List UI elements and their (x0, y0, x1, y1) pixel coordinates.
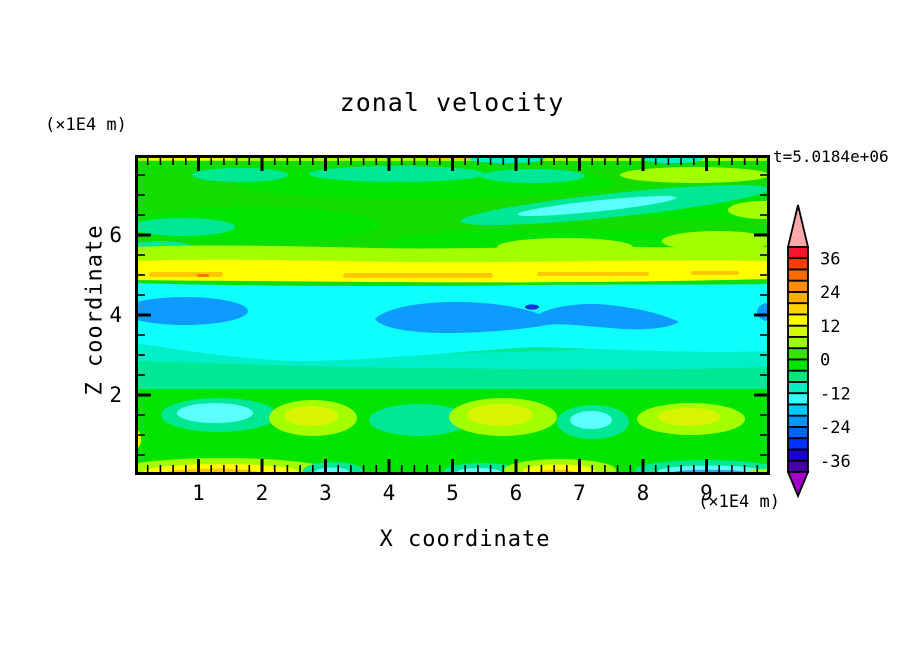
x-tick-label: 9 (700, 481, 713, 505)
tone-lower-cells (135, 398, 745, 449)
colorbar-under-arrow (786, 471, 810, 499)
colorbar-segments (787, 246, 809, 473)
colorbar-segment (787, 268, 809, 282)
colorbar-tick-label: 36 (820, 249, 840, 269)
x-tick-label: 3 (319, 481, 332, 505)
chart-title: zonal velocity (339, 88, 565, 117)
colorbar-segment (787, 358, 809, 372)
x-tick-label: 7 (573, 481, 586, 505)
y-tick-label: 2 (109, 383, 122, 407)
contour-plot (135, 155, 770, 475)
colorbar-segment (787, 313, 809, 327)
x-axis-unit-label: (×1E4 m) (698, 492, 780, 512)
tone-jet-orange-streaks (149, 271, 739, 278)
x-tick-label: 2 (255, 481, 269, 505)
y-tick-label: 4 (109, 303, 122, 327)
colorbar-segment (787, 291, 809, 305)
colorbar-tick-label: -12 (820, 384, 851, 404)
colorbar-segment (787, 246, 809, 260)
x-tick-label: 5 (446, 481, 459, 505)
colorbar-segment (787, 403, 809, 417)
colorbar-segment (787, 437, 809, 451)
tone-darkblue-spot (525, 304, 539, 310)
colorbar-tick-label: 0 (820, 351, 830, 371)
x-tick-label: 6 (509, 481, 523, 505)
tone-yellow-jet-band (135, 259, 770, 283)
colorbar-segment (787, 336, 809, 350)
x-tick-label: 4 (382, 481, 396, 505)
plot-frame (135, 155, 770, 475)
colorbar-labels: 36 24 12 0 -12 -24 -36 (820, 249, 851, 472)
colorbar-segment (787, 369, 809, 383)
tone-field (135, 155, 770, 475)
colorbar-tick-label: -24 (820, 418, 851, 438)
colorbar-segment (787, 426, 809, 440)
colorbar-segment (787, 459, 809, 473)
colorbar-tick-label: 12 (820, 317, 840, 337)
colorbar-segment (787, 302, 809, 316)
time-annotation: t=5.0184e+06 (773, 147, 889, 166)
tone-upper-teal-streaks (135, 166, 770, 253)
x-tick-label: 8 (636, 481, 650, 505)
colorbar-segment (787, 414, 809, 428)
colorbar: 36 24 12 0 -12 -24 -36 (786, 204, 851, 499)
colorbar-segment (787, 347, 809, 361)
colorbar-tick-label: -36 (820, 452, 851, 472)
x-axis-title: X coordinate (379, 527, 551, 552)
colorbar-segment (787, 279, 809, 293)
y-tick-label: 6 (109, 223, 122, 247)
x-tick-label: 1 (192, 481, 205, 505)
colorbar-segment (787, 448, 809, 462)
colorbar-over-arrow (786, 204, 810, 248)
colorbar-segment (787, 324, 809, 338)
tone-blue-jet-cores (135, 297, 770, 334)
colorbar-segment (787, 381, 809, 395)
colorbar-segment (787, 392, 809, 406)
axis-ticks (138, 158, 767, 472)
y-axis-unit-label: (×1E4 m) (45, 115, 127, 135)
colorbar-tick-label: 24 (820, 283, 840, 303)
tone-aqua-band (135, 337, 770, 370)
tone-chartreuse-band (135, 245, 770, 265)
colorbar-segment (787, 257, 809, 271)
